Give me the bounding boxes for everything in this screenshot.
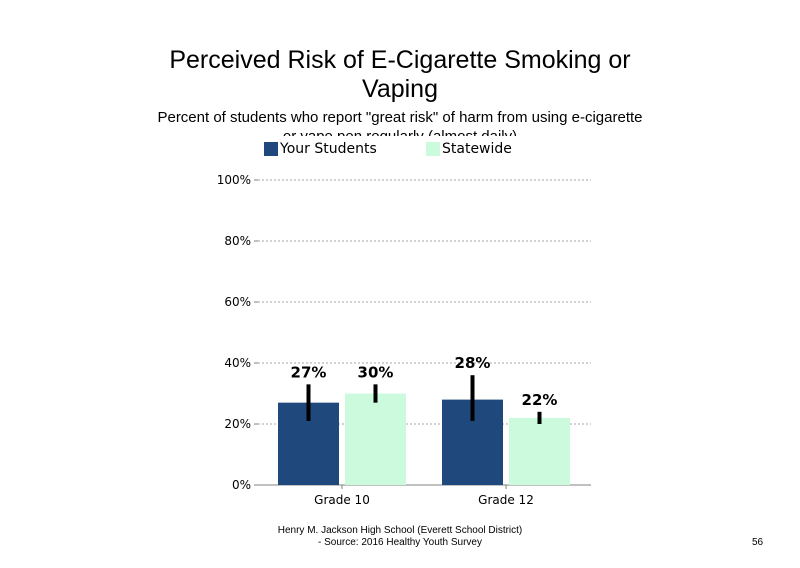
y-tick-label: 80% (224, 234, 251, 248)
data-label-your-students-grade-12: 28% (455, 354, 491, 372)
data-label-statewide-grade-12: 22% (522, 391, 558, 409)
legend-label-statewide: Statewide (442, 141, 512, 157)
data-label-your-students-grade-10: 27% (291, 363, 327, 381)
data-label-statewide-grade-10: 30% (358, 363, 394, 381)
legend-swatch-your-students (264, 142, 278, 156)
y-tick-label: 40% (224, 356, 251, 370)
y-tick-label: 0% (232, 478, 251, 492)
legend-item-statewide: Statewide (426, 141, 512, 157)
page-number: 56 (752, 537, 764, 548)
x-tick-label-grade-12: Grade 12 (478, 493, 534, 507)
x-tick-label-grade-10: Grade 10 (314, 493, 370, 507)
legend-swatch-statewide (426, 142, 440, 156)
chart-legend: Your Students Statewide (0, 141, 800, 159)
legend-label-your-students: Your Students (280, 141, 377, 157)
footer-survey: - Source: 2016 Healthy Youth Survey (318, 537, 482, 548)
y-tick-label: 100% (217, 173, 251, 187)
footer-school: Henry M. Jackson High School (Everett Sc… (277, 525, 523, 536)
y-tick-label: 60% (224, 295, 251, 309)
chart-title-line2: Vaping (362, 75, 438, 103)
footer-source: Henry M. Jackson High School (Everett Sc… (250, 525, 550, 549)
y-tick-label: 20% (224, 417, 251, 431)
bar-statewide-grade-10 (345, 393, 406, 485)
bar-statewide-grade-12 (509, 417, 570, 485)
legend-item-your-students: Your Students (264, 141, 377, 157)
chart-title: Perceived Risk of E-Cigarette Smoking or… (100, 46, 700, 104)
chart-subtitle: Percent of students who report "great ri… (157, 109, 643, 136)
chart-title-line1: Perceived Risk of E-Cigarette Smoking or (169, 46, 631, 74)
